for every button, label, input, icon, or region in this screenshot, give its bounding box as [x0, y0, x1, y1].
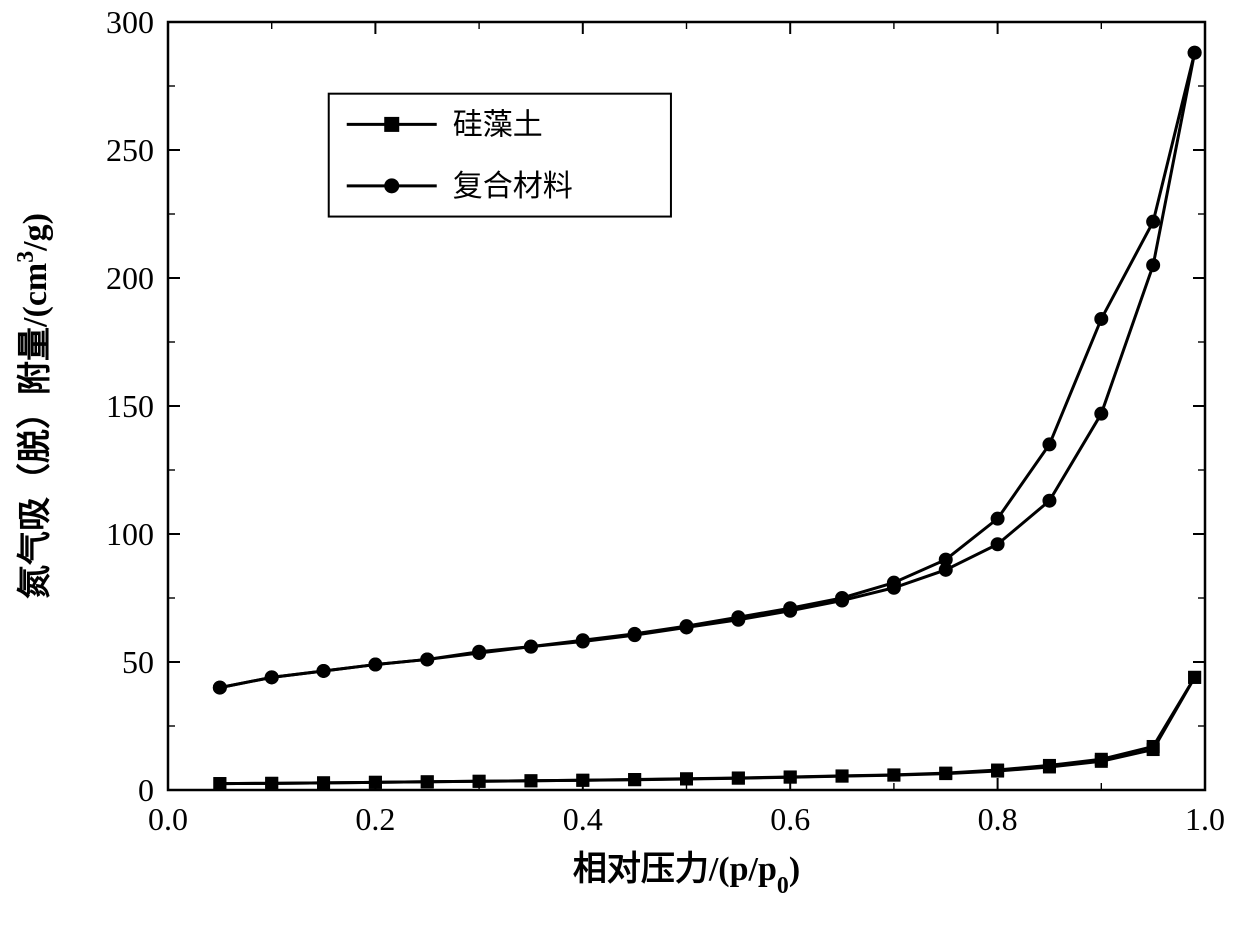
y-tick-label: 300	[106, 4, 154, 40]
series-line-复合材料_desorb	[220, 53, 1195, 688]
marker-square	[992, 764, 1004, 776]
marker-square	[1043, 759, 1055, 771]
y-tick-label: 100	[106, 516, 154, 552]
marker-circle	[991, 512, 1004, 525]
marker-circle	[1095, 407, 1108, 420]
marker-square	[1147, 740, 1159, 752]
marker-circle	[1147, 215, 1160, 228]
marker-square	[577, 774, 589, 786]
marker-square	[681, 773, 693, 785]
y-tick-label: 250	[106, 132, 154, 168]
marker-square	[385, 117, 399, 131]
marker-circle	[680, 620, 693, 633]
marker-circle	[1188, 46, 1201, 59]
y-tick-label: 150	[106, 388, 154, 424]
x-tick-label: 0.2	[355, 801, 395, 837]
marker-square	[888, 769, 900, 781]
chart-figure: 0.0 0.2 0.4 0.6 0.8 1.0 0 50 100 150 200 250 300 相对压力…	[0, 0, 1240, 932]
marker-square	[836, 770, 848, 782]
marker-circle	[421, 653, 434, 666]
marker-circle	[576, 634, 589, 647]
y-tick-label: 200	[106, 260, 154, 296]
marker-square	[473, 775, 485, 787]
marker-square	[369, 776, 381, 788]
marker-square	[1189, 671, 1201, 683]
y-axis-label: 氮气吸（脱）附量/(cm3/g)	[13, 213, 54, 599]
marker-circle	[887, 576, 900, 589]
x-tick-label: 0.6	[770, 801, 810, 837]
marker-circle	[1043, 438, 1056, 451]
x-tick-label: 0.4	[563, 801, 603, 837]
marker-circle	[213, 681, 226, 694]
marker-square	[525, 775, 537, 787]
x-tick-label: 0.8	[978, 801, 1018, 837]
x-axis-label: 相对压力/(p/p0)	[573, 850, 800, 899]
x-tick-label: 1.0	[1185, 801, 1225, 837]
marker-circle	[991, 538, 1004, 551]
marker-circle	[628, 627, 641, 640]
y-tick-label: 0	[138, 772, 154, 808]
marker-circle	[732, 611, 745, 624]
marker-circle	[524, 640, 537, 653]
marker-square	[629, 774, 641, 786]
marker-circle	[784, 602, 797, 615]
marker-circle	[1095, 312, 1108, 325]
marker-square	[266, 777, 278, 789]
legend-label: 硅藻土	[453, 108, 543, 141]
marker-circle	[265, 671, 278, 684]
y-tick-label: 50	[122, 644, 154, 680]
marker-square	[214, 778, 226, 790]
marker-square	[940, 767, 952, 779]
marker-square	[318, 777, 330, 789]
marker-circle	[385, 179, 399, 193]
marker-circle	[1043, 494, 1056, 507]
x-tick-label: 0.0	[148, 801, 188, 837]
legend-label: 复合材料	[453, 170, 573, 203]
marker-circle	[836, 592, 849, 605]
marker-circle	[317, 664, 330, 677]
marker-square	[784, 771, 796, 783]
marker-circle	[1147, 259, 1160, 272]
marker-circle	[939, 553, 952, 566]
marker-square	[421, 776, 433, 788]
marker-circle	[473, 645, 486, 658]
series-line-复合材料	[220, 53, 1195, 688]
marker-circle	[369, 658, 382, 671]
marker-square	[1095, 753, 1107, 765]
marker-square	[732, 772, 744, 784]
chart-svg: 0.0 0.2 0.4 0.6 0.8 1.0 0 50 100 150 200 250 300 相对压力…	[0, 0, 1240, 932]
